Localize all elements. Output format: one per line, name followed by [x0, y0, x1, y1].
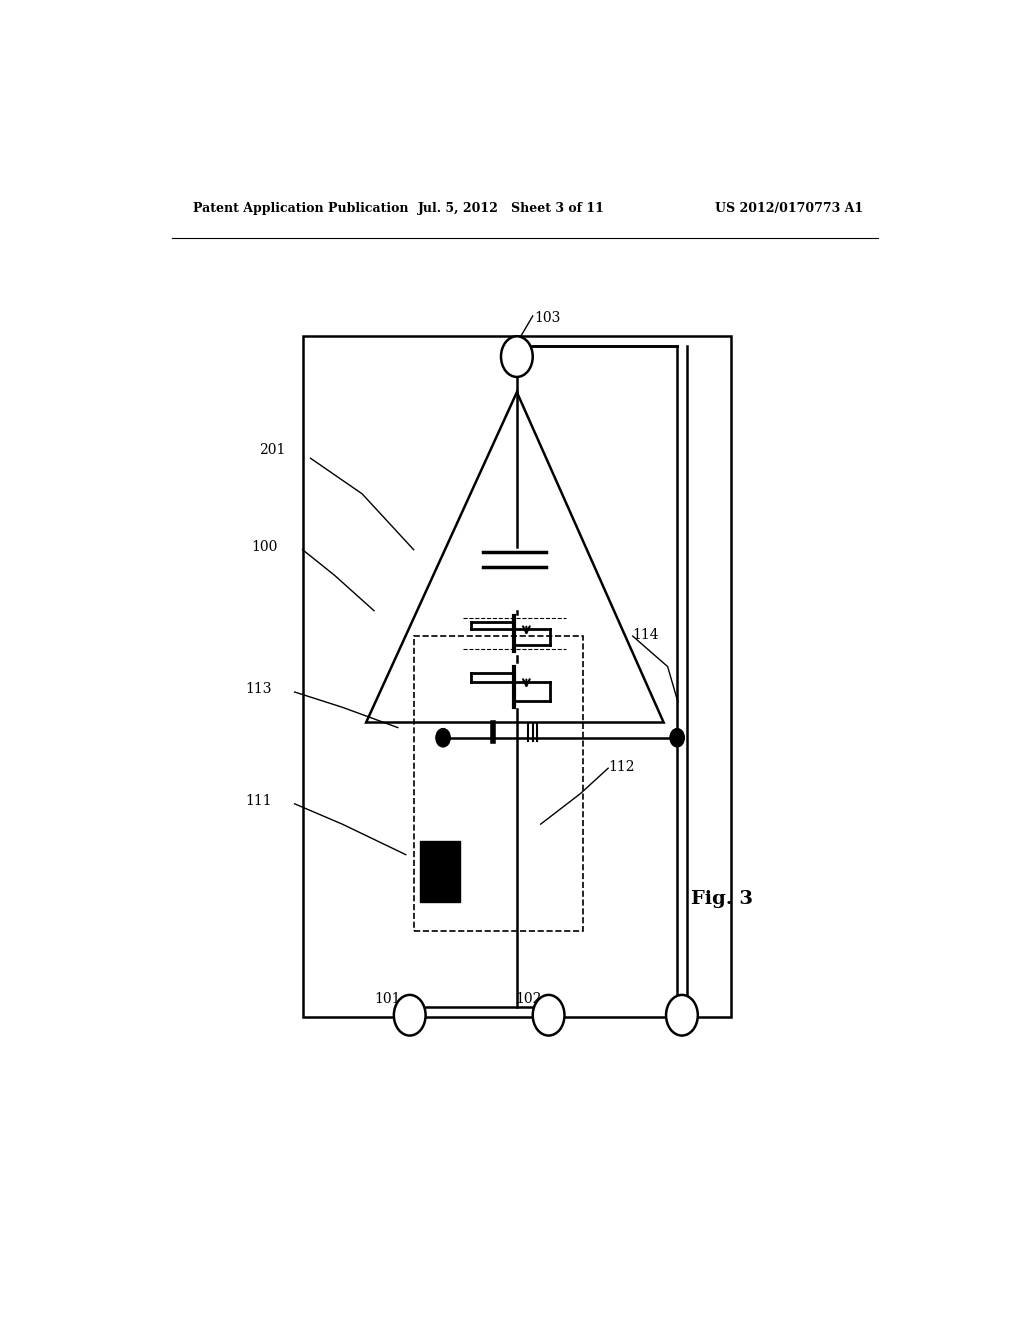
Text: 101: 101	[374, 991, 400, 1006]
Text: 103: 103	[535, 312, 561, 325]
Text: 112: 112	[608, 760, 635, 774]
Bar	[420, 841, 460, 903]
Circle shape	[666, 995, 697, 1036]
Circle shape	[532, 995, 564, 1036]
Text: 114: 114	[632, 628, 658, 642]
Text: Jul. 5, 2012   Sheet 3 of 11: Jul. 5, 2012 Sheet 3 of 11	[418, 202, 604, 215]
Text: Patent Application Publication: Patent Application Publication	[194, 202, 409, 215]
Text: 111: 111	[246, 793, 272, 808]
Circle shape	[436, 729, 451, 747]
Circle shape	[670, 729, 684, 747]
Circle shape	[501, 337, 532, 378]
Text: US 2012/0170773 A1: US 2012/0170773 A1	[715, 202, 863, 215]
Bar	[303, 337, 731, 1018]
Text: 102: 102	[515, 991, 542, 1006]
Text: 100: 100	[251, 540, 278, 553]
Text: 201: 201	[259, 444, 286, 457]
Text: 113: 113	[246, 682, 272, 696]
Circle shape	[394, 995, 426, 1036]
Text: Fig. 3: Fig. 3	[691, 890, 754, 908]
Bar	[414, 636, 583, 931]
